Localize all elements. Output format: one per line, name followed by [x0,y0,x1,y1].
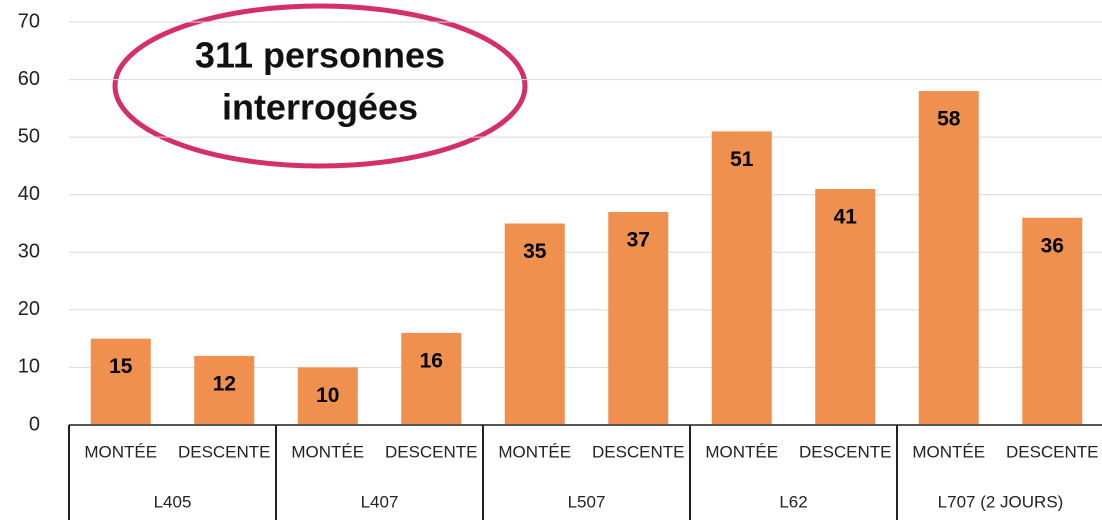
value-label: 58 [937,108,961,131]
x-tick-label: DESCENTE [799,442,892,461]
value-label: 16 [420,349,443,372]
group-label: L707 (2 JOURS) [938,492,1064,511]
bar [608,211,669,425]
x-tick-label: DESCENTE [385,442,478,461]
y-tick-label: 30 [18,241,40,263]
value-label: 10 [316,384,339,407]
x-tick-label: DESCENTE [592,442,685,461]
group-label: L507 [568,492,606,511]
bar [918,91,979,425]
x-tick-label: MONTÉE [705,442,778,461]
y-tick-label: 40 [18,183,40,205]
annotation-text: interrogées [222,87,418,128]
y-tick-label: 70 [18,10,40,32]
x-tick-label: MONTÉE [498,442,571,461]
value-label: 36 [1041,234,1064,257]
bar [815,188,876,425]
y-tick-label: 10 [18,356,40,378]
y-tick-label: 0 [29,413,40,435]
value-label: 37 [627,229,650,252]
value-label: 15 [109,355,133,378]
x-tick-label: MONTÉE [291,442,364,461]
y-tick-label: 20 [18,298,40,320]
bar [504,223,565,425]
value-label: 41 [834,206,858,229]
bar [1022,217,1083,425]
value-label: 51 [730,148,754,171]
bar [90,338,151,425]
group-label: L405 [154,492,192,511]
group-label: L407 [361,492,399,511]
x-tick-label: DESCENTE [1006,442,1099,461]
annotation-text: 311 personnes [195,35,445,76]
bar [401,332,462,425]
bar [711,131,772,425]
x-tick-label: DESCENTE [178,442,271,461]
bar [194,355,255,425]
value-label: 35 [523,240,547,263]
bar [297,367,358,425]
y-tick-label: 50 [18,125,40,147]
x-tick-label: MONTÉE [84,442,157,461]
y-tick-label: 60 [18,68,40,90]
group-label: L62 [779,492,807,511]
annotation-ellipse [112,3,528,169]
x-tick-label: MONTÉE [912,442,985,461]
value-label: 12 [213,372,236,395]
